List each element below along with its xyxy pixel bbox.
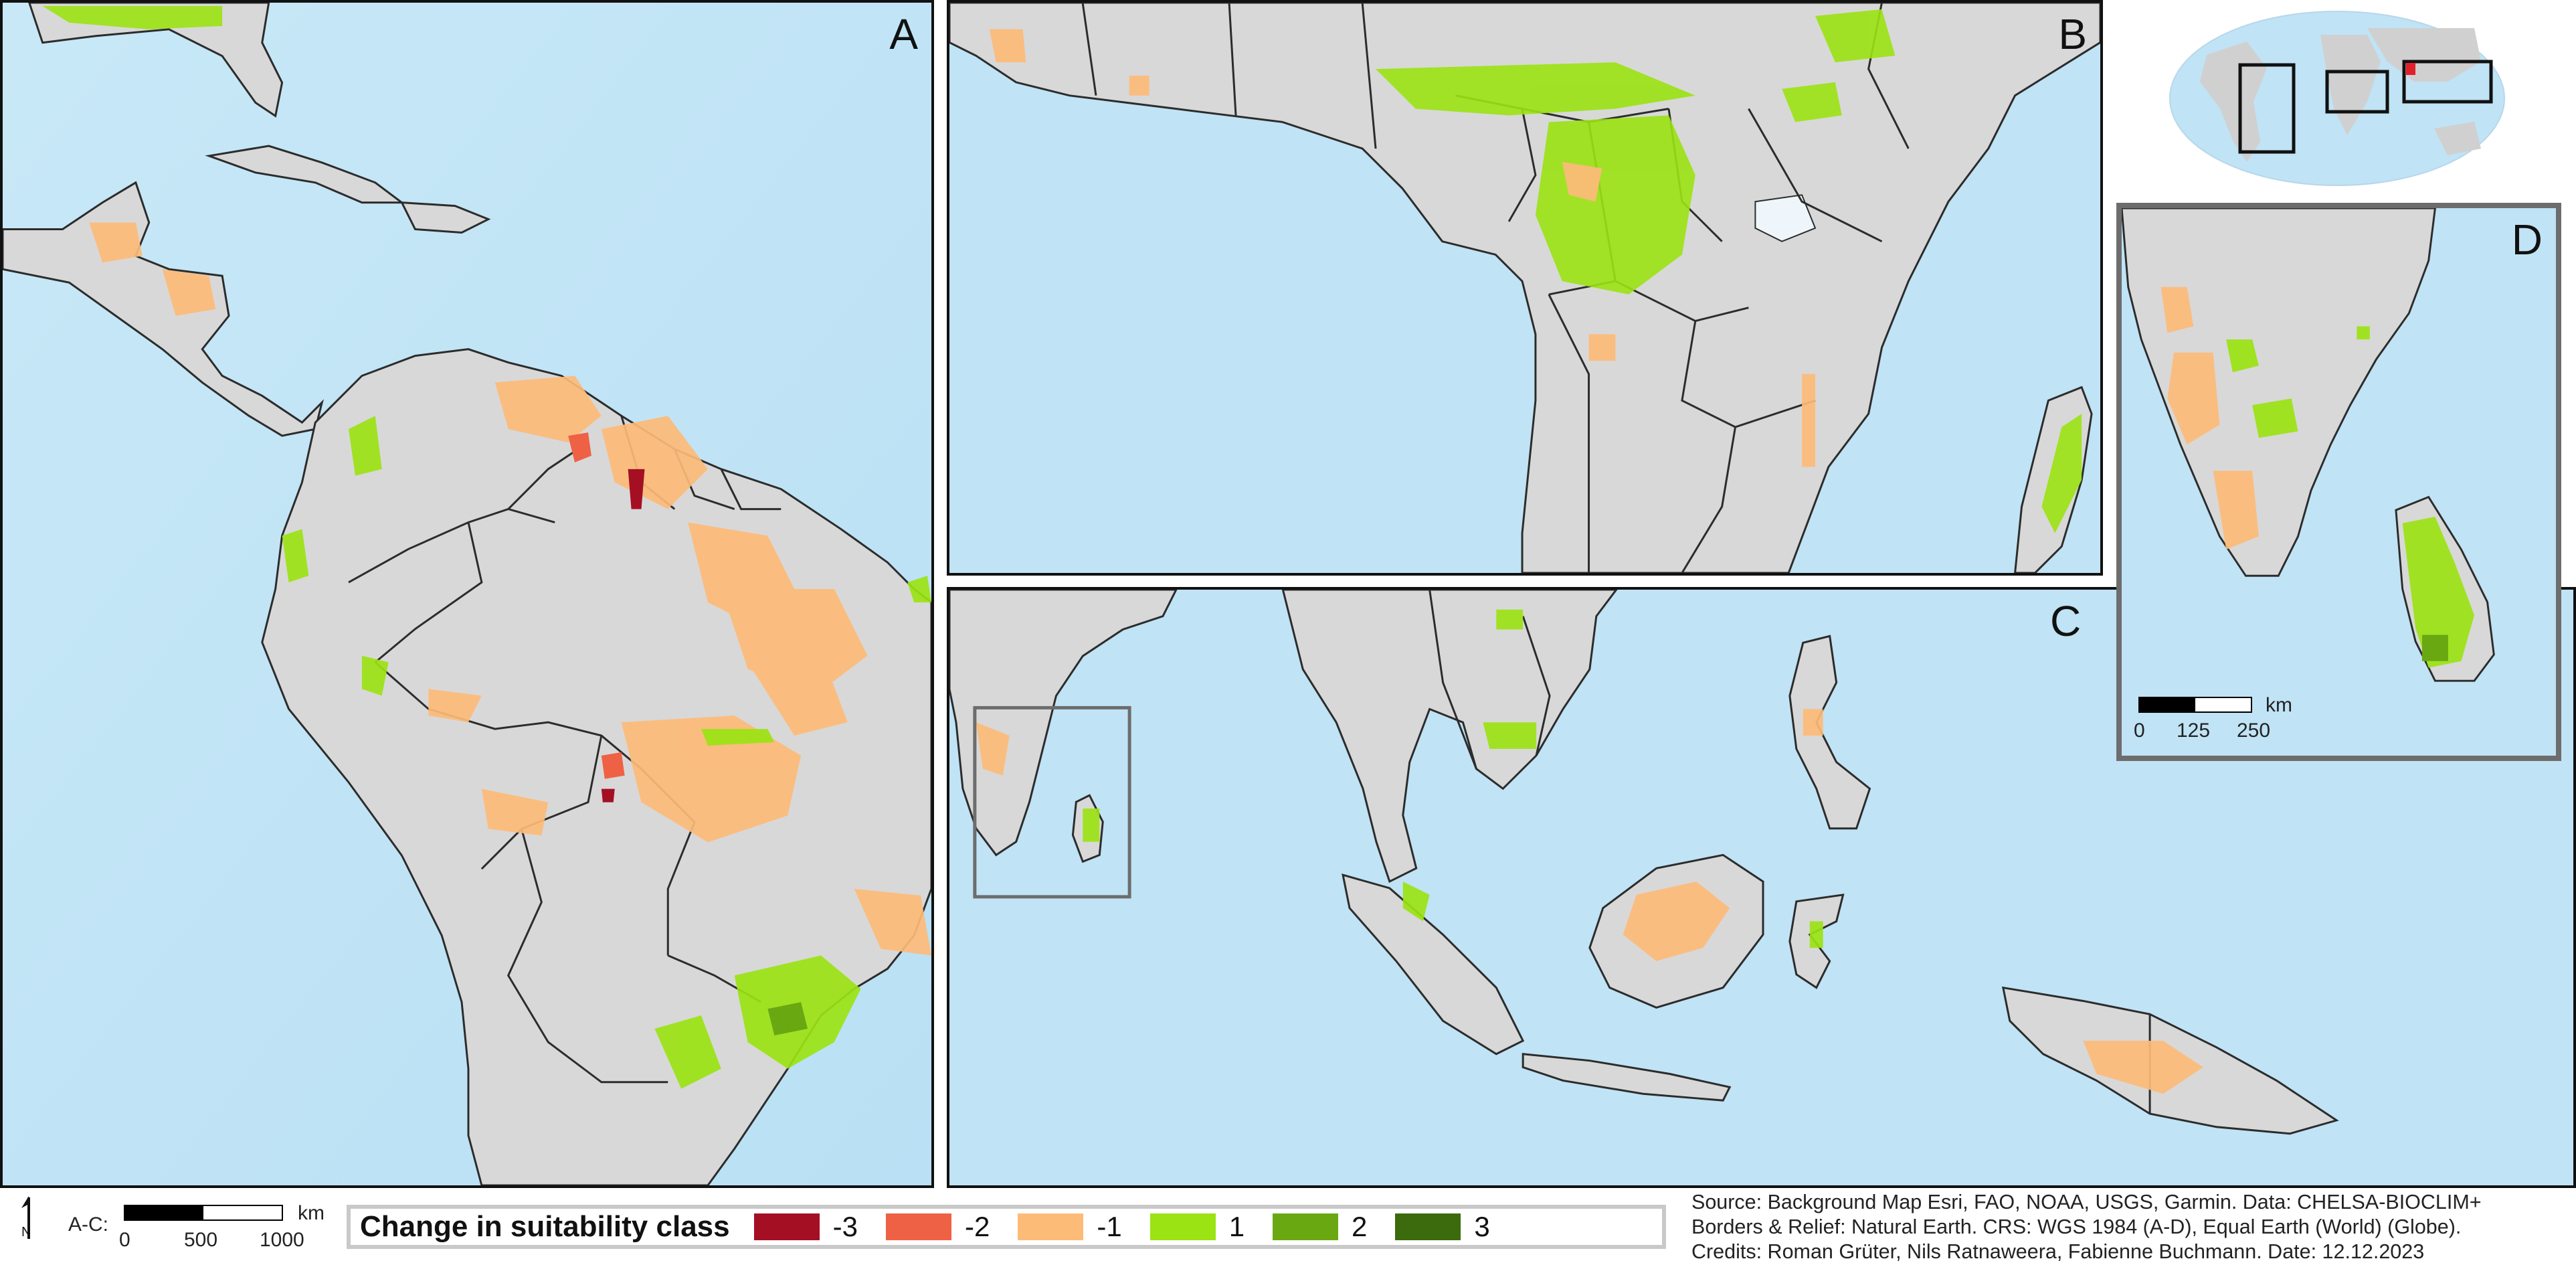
legend-label: 3 [1474,1211,1490,1242]
globe-locator [2167,8,2508,189]
svg-text:N: N [21,1225,31,1240]
legend-swatch [753,1213,820,1240]
legend-item: 3 [1395,1211,1490,1243]
globe-box-b [2325,70,2389,114]
suitability-florida [42,5,223,29]
legend-label: -3 [832,1211,858,1242]
hispaniola-land [400,201,491,234]
panel-letter-b: B [2058,10,2087,58]
legend-label: -2 [964,1211,990,1242]
java-land [1522,1053,1732,1102]
lake-victoria [1754,194,1817,242]
scale-d-tick-0: 0 [2134,720,2145,742]
suitability-minus1-d [2160,286,2259,550]
legend-swatch [1149,1213,1216,1240]
legend-item: 2 [1273,1211,1367,1243]
scale-bar-d [2138,697,2252,713]
suitability-minus2-a [568,432,625,779]
legend-swatch [1395,1213,1461,1240]
suitability-minus1-c [976,709,2203,1094]
scale-d-tick-2: 250 [2237,720,2271,742]
india-land [949,590,1178,857]
central-america-land [3,181,325,437]
legend-item: -2 [885,1211,990,1243]
panel-letter-a: A [889,10,918,58]
legend-label: 2 [1352,1211,1368,1242]
scale-d-unit: km [2266,694,2292,716]
map-panel-c[interactable]: C [947,587,2576,1188]
suitability-plus2-a [767,1002,808,1036]
credits-line-borders: Borders & Relief: Natural Earth. CRS: WG… [1691,1215,2462,1238]
legend: Change in suitability class -3 -2 -1 1 2 3 [347,1205,1666,1249]
scale-bar-ac [124,1205,283,1221]
legend-label: 1 [1228,1211,1245,1242]
sulawesi-land [1788,894,1845,989]
map-panel-b[interactable]: B [947,0,2103,576]
map-d-canvas [2122,208,2556,756]
legend-title: Change in suitability class [360,1210,730,1243]
suitability-plus1-d [2226,326,2475,668]
credits-line-authors: Credits: Roman Grüter, Nils Ratnaweera, … [1691,1240,2425,1263]
indochina-land [1281,590,1618,883]
philippines-land [1788,635,1871,830]
south-india-land [2122,208,2436,577]
suitability-plus1-b [1376,9,2082,533]
suitability-minus1-b [989,29,1815,467]
florida-land [28,3,284,118]
suitability-plus1-c [1083,609,1823,948]
panel-letter-d: D [2511,216,2543,264]
map-panel-d[interactable]: D km 0 125 250 [2116,203,2561,761]
scale-d-tick-1: 125 [2177,720,2211,742]
legend-items: -3 -2 -1 1 2 3 [753,1211,1518,1243]
panel-letter-c: C [2050,597,2082,645]
legend-label: -1 [1097,1211,1122,1242]
scale-ac-prefix: A-C: [68,1213,108,1236]
legend-item: -1 [1018,1211,1122,1243]
north-arrow-icon: N [21,1196,31,1240]
legend-swatch [1273,1213,1339,1240]
scale-ac-unit: km [298,1202,325,1224]
legend-swatch [1018,1213,1084,1240]
legend-swatch [885,1213,951,1240]
globe-box-d [2406,63,2415,75]
globe-box-a [2238,63,2296,154]
map-a-canvas [3,3,931,1185]
scale-ac-tick-1: 500 [184,1229,218,1251]
suitability-plus2-d [2421,635,2448,661]
map-b-canvas [949,3,2100,573]
inset-d-locator [973,705,1131,899]
scale-ac-tick-2: 1000 [260,1229,304,1251]
scale-ac-tick-0: 0 [119,1229,130,1251]
credits: Source: Background Map Esri, FAO, NOAA, … [1691,1190,2568,1264]
map-panel-a[interactable]: A [0,0,934,1188]
suitability-minus3-a [601,469,645,803]
legend-item: -3 [753,1211,858,1243]
globe-box-c [2402,60,2493,104]
legend-item: 1 [1149,1211,1245,1243]
credits-line-source: Source: Background Map Esri, FAO, NOAA, … [1691,1191,2482,1213]
suitability-minus1-a [89,222,931,956]
